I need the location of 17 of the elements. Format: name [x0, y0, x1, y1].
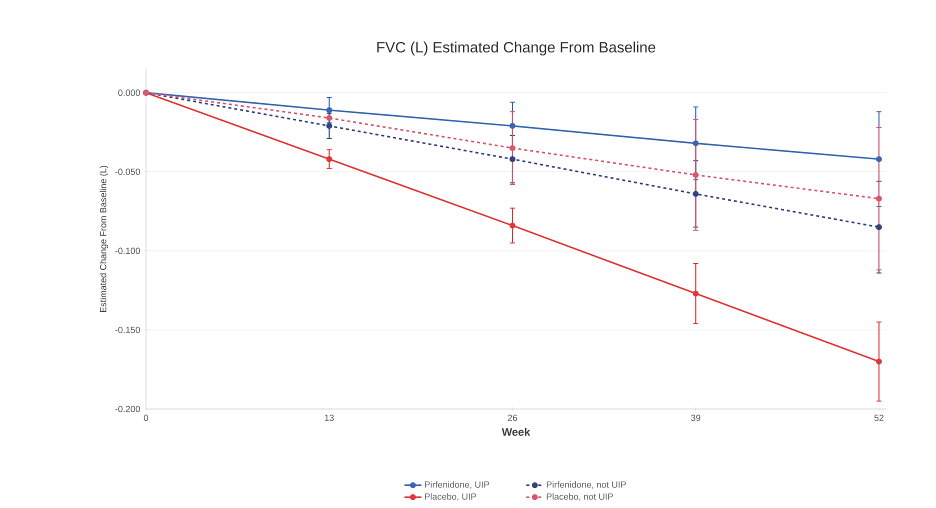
- x-tick-label: 39: [691, 414, 700, 421]
- x-tick-label: 0: [144, 414, 148, 421]
- y-tick-label: 0.000: [118, 90, 140, 96]
- legend-label: Pirfenidone, not UIP: [546, 481, 626, 489]
- x-tick-label: 26: [508, 414, 518, 421]
- x-tick-label: 52: [874, 414, 884, 421]
- legend-label: Placebo, UIP: [424, 493, 476, 501]
- x-tick-label: 13: [324, 414, 334, 421]
- y-tick-label: -0.100: [115, 248, 140, 254]
- legend-label: Placebo, not UIP: [546, 493, 613, 501]
- chart-title: FVC (L) Estimated Change From Baseline: [377, 42, 656, 56]
- y-tick-label: -0.150: [115, 326, 140, 334]
- x-axis-title: Week: [502, 428, 530, 436]
- y-tick-label: -0.050: [115, 168, 140, 175]
- y-tick-label: -0.200: [115, 406, 140, 412]
- y-axis-title: Estimated Change From Baseline (L): [100, 166, 108, 312]
- legend-label: Pirfenidone, UIP: [424, 481, 490, 489]
